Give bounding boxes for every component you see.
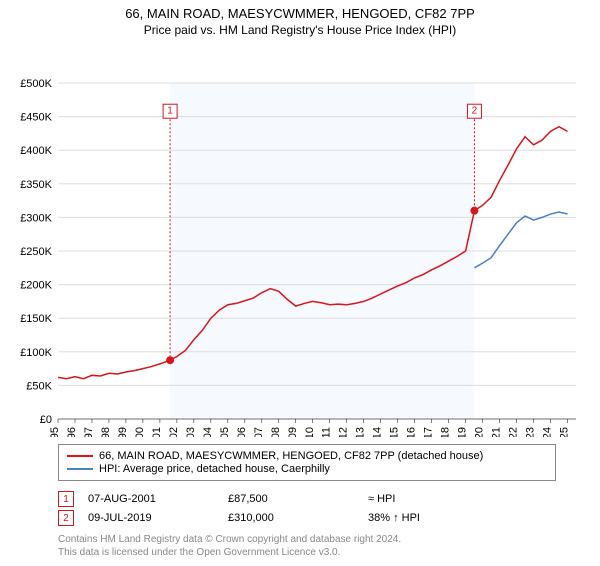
page-subtitle: Price paid vs. HM Land Registry's House … (0, 23, 600, 37)
svg-text:2007: 2007 (253, 427, 265, 437)
svg-text:1995: 1995 (49, 427, 61, 437)
transaction-price: £87,500 (228, 493, 368, 505)
svg-text:£0: £0 (40, 414, 52, 426)
svg-text:2003: 2003 (185, 427, 197, 437)
svg-text:2005: 2005 (219, 427, 231, 437)
legend-label: 66, MAIN ROAD, MAESYCWMMER, HENGOED, CF8… (99, 450, 483, 462)
svg-text:£500K: £500K (20, 78, 52, 90)
svg-text:2018: 2018 (440, 427, 452, 437)
svg-text:£100K: £100K (20, 347, 52, 359)
svg-text:£50K: £50K (26, 380, 52, 392)
svg-text:2009: 2009 (287, 427, 299, 437)
svg-text:£300K: £300K (20, 212, 52, 224)
svg-text:2006: 2006 (236, 427, 248, 437)
svg-text:2020: 2020 (474, 427, 486, 437)
page-title: 66, MAIN ROAD, MAESYCWMMER, HENGOED, CF8… (0, 6, 600, 21)
svg-text:1999: 1999 (117, 427, 129, 437)
svg-text:2014: 2014 (372, 427, 384, 437)
transactions-table: 1 07-AUG-2001£87,500≈ HPI 2 09-JUL-2019£310… (58, 488, 556, 529)
transaction-row: 1 07-AUG-2001£87,500≈ HPI (58, 491, 556, 507)
legend-swatch (67, 455, 93, 457)
svg-text:2000: 2000 (134, 427, 146, 437)
svg-text:2010: 2010 (304, 427, 316, 437)
svg-text:2: 2 (472, 106, 478, 117)
svg-text:£400K: £400K (20, 145, 52, 157)
svg-text:2013: 2013 (355, 427, 367, 437)
svg-text:2004: 2004 (202, 427, 214, 437)
svg-text:1998: 1998 (100, 427, 112, 437)
transaction-date: 07-AUG-2001 (88, 493, 228, 505)
legend-item: 66, MAIN ROAD, MAESYCWMMER, HENGOED, CF8… (67, 450, 547, 462)
transaction-row: 2 09-JUL-2019£310,00038% ↑ HPI (58, 510, 556, 526)
svg-text:£250K: £250K (20, 246, 52, 258)
footer-attribution: Contains HM Land Registry data © Crown c… (58, 533, 556, 559)
transaction-marker: 2 (58, 510, 74, 526)
transaction-marker: 1 (58, 491, 74, 507)
svg-text:£200K: £200K (20, 280, 52, 292)
price-chart: £0 £50K £100K £150K £200K £250K £300K £350K £400… (0, 37, 600, 437)
svg-text:1997: 1997 (83, 427, 95, 437)
svg-text:1: 1 (167, 106, 173, 117)
svg-text:2015: 2015 (389, 427, 401, 437)
legend-label: HPI: Average price, detached house, Caer… (99, 463, 330, 475)
legend-item: HPI: Average price, detached house, Caer… (67, 463, 547, 475)
svg-text:£150K: £150K (20, 313, 52, 325)
footer-line-1: Contains HM Land Registry data © Crown c… (58, 533, 556, 546)
legend-swatch (67, 468, 93, 470)
svg-text:2025: 2025 (559, 427, 571, 437)
svg-text:2023: 2023 (525, 427, 537, 437)
svg-text:2002: 2002 (168, 427, 180, 437)
svg-text:£450K: £450K (20, 112, 52, 124)
svg-text:£350K: £350K (20, 179, 52, 191)
transaction-delta: ≈ HPI (368, 493, 508, 505)
footer-line-2: This data is licensed under the Open Gov… (58, 546, 556, 559)
svg-text:2024: 2024 (542, 427, 554, 437)
svg-text:2016: 2016 (406, 427, 418, 437)
svg-text:2012: 2012 (338, 427, 350, 437)
transaction-date: 09-JUL-2019 (88, 512, 228, 524)
svg-text:2017: 2017 (423, 427, 435, 437)
transaction-delta: 38% ↑ HPI (368, 512, 508, 524)
svg-text:2019: 2019 (457, 427, 469, 437)
svg-text:2011: 2011 (321, 427, 333, 437)
svg-text:1996: 1996 (66, 427, 78, 437)
svg-text:2021: 2021 (491, 427, 503, 437)
legend: 66, MAIN ROAD, MAESYCWMMER, HENGOED, CF8… (58, 444, 556, 481)
transaction-price: £310,000 (228, 512, 368, 524)
svg-text:2008: 2008 (270, 427, 282, 437)
svg-text:2001: 2001 (151, 427, 163, 437)
svg-text:2022: 2022 (508, 427, 520, 437)
